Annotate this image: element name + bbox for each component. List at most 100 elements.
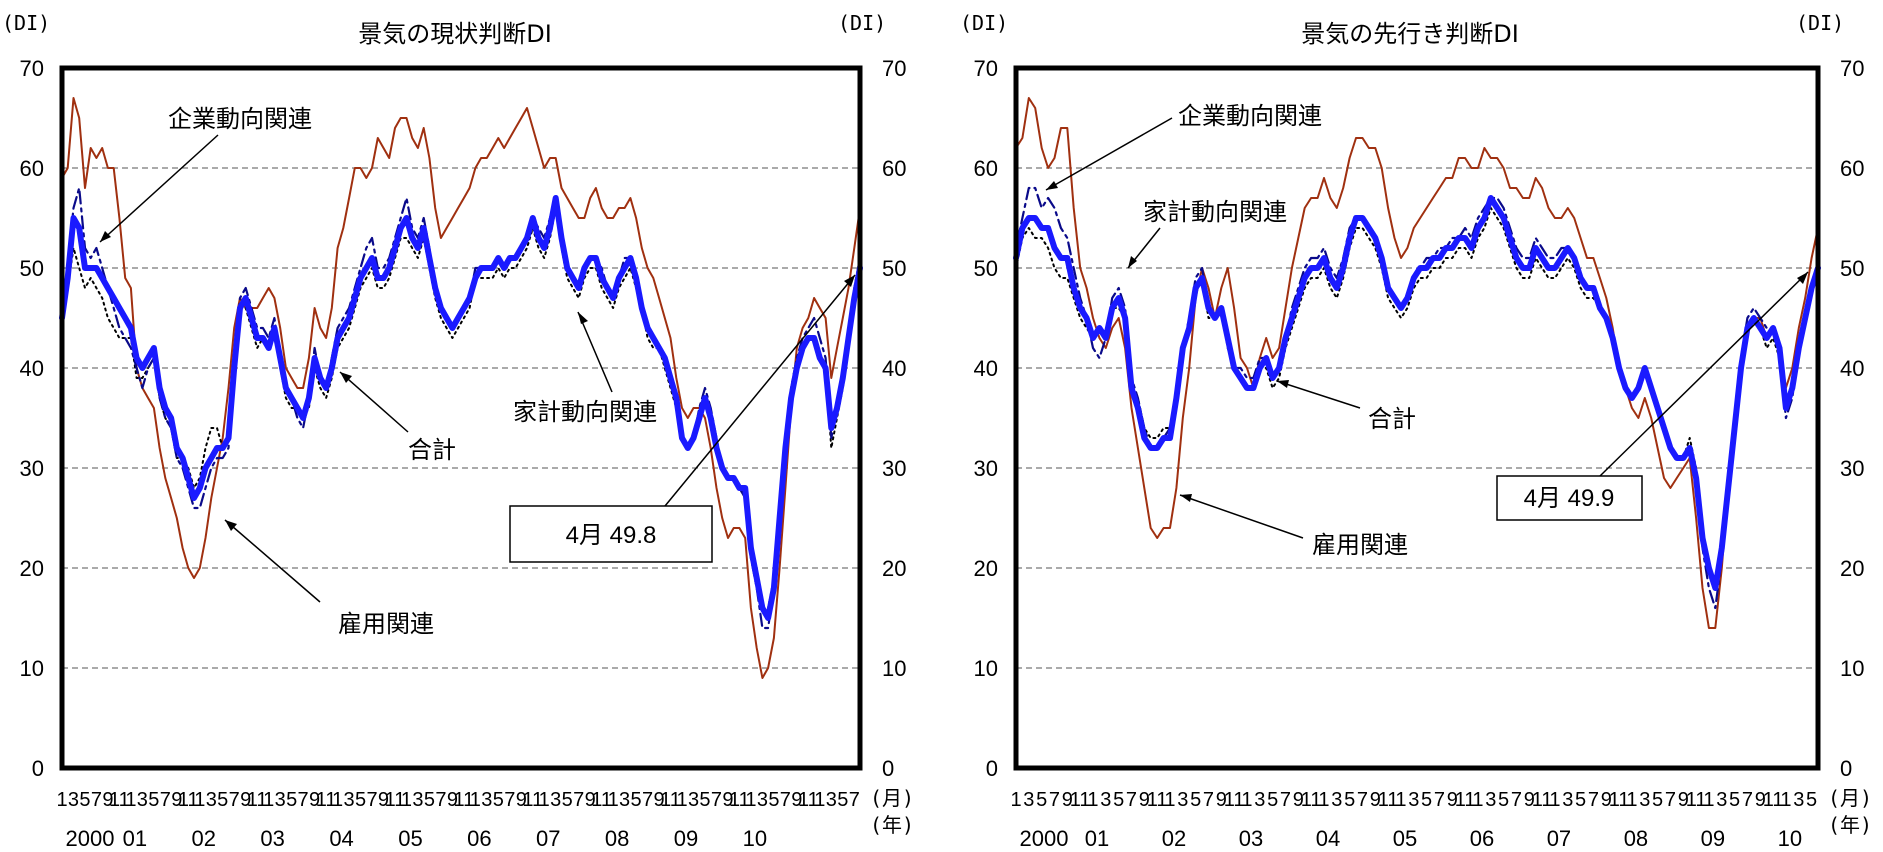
x-tick-month: 1: [814, 789, 825, 811]
x-year-label: 07: [1547, 826, 1571, 851]
x-tick-month: 5: [79, 789, 90, 811]
y-tick-label-right: 20: [1840, 556, 1864, 581]
x-year-label: 2000: [66, 826, 115, 851]
x-tick-month: 1: [676, 789, 687, 811]
x-tick-month: 1: [1472, 789, 1483, 811]
y-tick-label-left: 70: [20, 56, 44, 81]
x-tick-month: 3: [275, 789, 286, 811]
x-year-label: 10: [743, 826, 767, 851]
x-tick-month: 5: [1421, 789, 1432, 811]
x-tick-month: 11: [1532, 789, 1553, 811]
x-tick-month: 9: [447, 789, 458, 811]
x-tick-month: 1: [1087, 789, 1098, 811]
x-tick-month: 7: [1357, 789, 1368, 811]
x-year-label: 2000: [1020, 826, 1069, 851]
x-tick-month: 7: [435, 789, 446, 811]
x-tick-month: 9: [1293, 789, 1304, 811]
x-tick-month: 7: [780, 789, 791, 811]
month-unit: (月): [1828, 786, 1872, 810]
y-tick-label-left: 70: [974, 56, 998, 81]
label-koyou: 雇用関連: [1312, 531, 1408, 559]
x-tick-month: 1: [1164, 789, 1175, 811]
y-tick-label-left: 40: [20, 356, 44, 381]
y-tick-label-right: 50: [882, 256, 906, 281]
x-tick-month: 9: [102, 789, 113, 811]
x-tick-month: 3: [1562, 789, 1573, 811]
x-tick-month: 5: [217, 789, 228, 811]
arrow-callout: [664, 274, 856, 507]
x-tick-month: 7: [298, 789, 309, 811]
y-tick-label-right: 30: [1840, 456, 1864, 481]
x-tick-month: 5: [424, 789, 435, 811]
year-unit: (年): [1828, 813, 1872, 837]
x-year-label: 04: [1316, 826, 1340, 851]
x-tick-month: 3: [1254, 789, 1265, 811]
y-tick-label-right: 60: [882, 156, 906, 181]
y-tick-label-left: 20: [20, 556, 44, 581]
annotations: 企業動向関連 家計動向関連 合計 雇用関連 4月 49.8: [99, 105, 856, 638]
x-tick-month: 1: [608, 789, 619, 811]
arrowhead-koyou: [1180, 494, 1192, 502]
y-tick-label-right: 70: [882, 56, 906, 81]
y-unit-right: (DI): [1796, 11, 1844, 35]
y-tick-label-right: 0: [882, 756, 894, 781]
y-tick-label-left: 50: [974, 256, 998, 281]
x-tick-month: 9: [722, 789, 733, 811]
x-tick-month: 1: [1318, 789, 1329, 811]
x-tick-month: 7: [229, 789, 240, 811]
x-tick-month: 9: [1447, 789, 1458, 811]
x-year-label: 08: [1624, 826, 1648, 851]
chart-title: 景気の先行き判断DI: [1301, 20, 1519, 48]
x-year-label: 04: [329, 826, 353, 851]
arrow-goukei: [339, 371, 409, 433]
arrowhead-goukei: [1277, 380, 1289, 388]
arrowhead-kakei: [1128, 256, 1137, 268]
arrow-kakei: [577, 311, 613, 393]
x-year-label: 07: [536, 826, 560, 851]
x-tick-month: 11: [591, 789, 612, 811]
x-tick-month: 5: [631, 789, 642, 811]
gridlines: [1016, 167, 1818, 669]
x-tick-month: 7: [366, 789, 377, 811]
y-tick-label-left: 10: [974, 656, 998, 681]
x-tick-month: 1: [56, 789, 67, 811]
series-line-goukei: [59, 195, 863, 621]
x-tick-month: 7: [1049, 789, 1060, 811]
x-tick-month: 1: [539, 789, 550, 811]
x-tick-month: 11: [798, 789, 819, 811]
callout-text: 4月 49.8: [566, 522, 657, 549]
x-tick-month: 3: [206, 789, 217, 811]
x-tick-month: 3: [1408, 789, 1419, 811]
label-kakei: 家計動向関連: [1143, 198, 1287, 226]
label-goukei: 合計: [1368, 405, 1416, 433]
x-year-label: 05: [398, 826, 422, 851]
x-tick-month: 7: [1742, 789, 1753, 811]
y-tick-label-right: 70: [1840, 56, 1864, 81]
x-tick-month: 7: [849, 789, 860, 811]
x-tick-month: 9: [240, 789, 251, 811]
x-year-label: 06: [1470, 826, 1494, 851]
x-tick-month: 7: [642, 789, 653, 811]
y-tick-label-right: 40: [1840, 356, 1864, 381]
x-tick-month: 1: [1780, 789, 1791, 811]
x-tick-month: 9: [1216, 789, 1227, 811]
series-line-kigyo: [60, 186, 862, 630]
annotations: 企業動向関連 家計動向関連 合計 雇用関連 4月 49.9: [1045, 102, 1809, 559]
y-tick-label-left: 60: [974, 156, 998, 181]
x-tick-month: 7: [1511, 789, 1522, 811]
y-tick-label-right: 30: [882, 456, 906, 481]
x-tick-month: 11: [1070, 789, 1091, 811]
x-tick-month: 1: [1241, 789, 1252, 811]
x-tick-month: 1: [263, 789, 274, 811]
arrowhead-goukei: [340, 372, 352, 383]
x-year-label: 02: [1162, 826, 1186, 851]
y-tick-label-right: 50: [1840, 256, 1864, 281]
x-tick-month: 11: [385, 789, 406, 811]
x-year-label: 01: [123, 826, 147, 851]
x-tick-month: 1: [125, 789, 136, 811]
x-tick-month: 11: [1686, 789, 1707, 811]
x-tick-month: 7: [504, 789, 515, 811]
x-tick-month: 3: [68, 789, 79, 811]
callout-box: [1496, 475, 1643, 521]
